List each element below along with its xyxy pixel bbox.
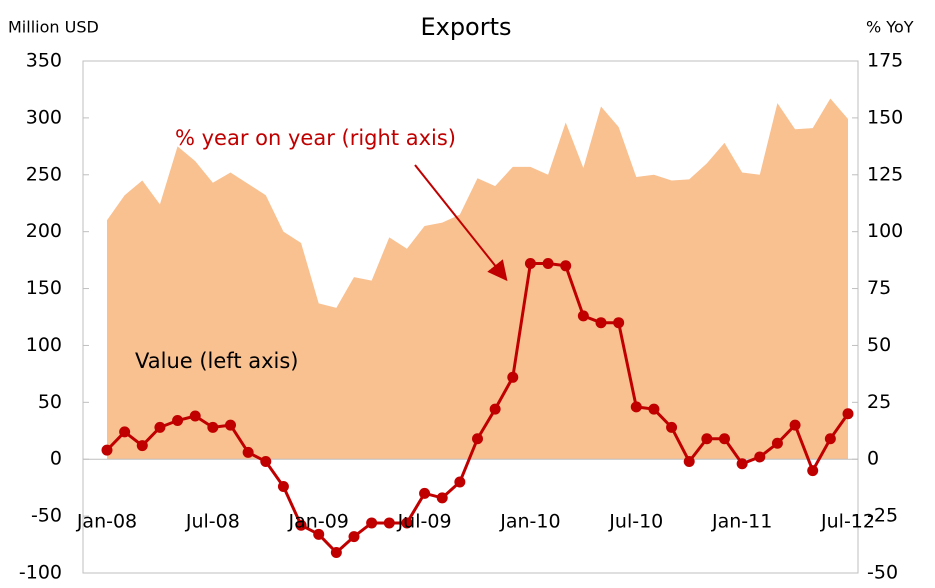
line-point <box>701 433 713 445</box>
y2-tick-label: -50 <box>867 562 898 584</box>
line-point <box>524 258 536 270</box>
line-point <box>119 426 131 438</box>
y-tick-label: 200 <box>26 220 62 242</box>
line-point <box>330 547 342 559</box>
line-point <box>277 481 289 493</box>
y2-tick-label: 150 <box>867 106 903 128</box>
line-point <box>789 419 801 431</box>
x-tick-label: Jan-08 <box>76 511 137 533</box>
line-point <box>542 258 554 270</box>
y-tick-label: 50 <box>38 391 62 413</box>
y2-tick-label: 25 <box>867 391 891 413</box>
y2-tick-label: 50 <box>867 334 891 356</box>
line-point <box>648 403 660 415</box>
line-point <box>595 317 607 329</box>
line-point <box>207 421 219 433</box>
y2-tick-label: 100 <box>867 220 903 242</box>
y-tick-label: -100 <box>19 562 62 584</box>
x-tick-label: Jul-12 <box>820 511 875 533</box>
line-point <box>807 465 819 477</box>
line-point <box>260 455 272 467</box>
y-tick-label: 150 <box>26 277 62 299</box>
x-tick-label: Jan-10 <box>499 511 560 533</box>
area-annotation: Value (left axis) <box>135 349 299 373</box>
line-point <box>719 433 730 445</box>
line-point <box>189 410 201 422</box>
line-point <box>101 444 113 456</box>
line-point <box>401 517 413 529</box>
y-tick-label: 300 <box>26 106 62 128</box>
y-tick-label: 0 <box>50 448 62 470</box>
line-point <box>295 519 307 531</box>
x-tick-label: Jul-10 <box>608 511 663 533</box>
line-point <box>242 446 254 458</box>
line-point <box>366 517 378 529</box>
line-point <box>771 437 783 449</box>
line-point <box>842 408 854 420</box>
area <box>107 98 848 460</box>
y-axis-label: Million USD <box>8 18 99 37</box>
line-point <box>472 433 483 445</box>
chart-title: Exports <box>420 13 511 41</box>
y-tick-label: 100 <box>26 334 62 356</box>
line-point <box>172 415 184 427</box>
line-point <box>754 451 766 463</box>
y2-tick-label: 175 <box>867 50 903 72</box>
line-point <box>683 455 695 467</box>
line-point <box>577 310 589 322</box>
line-point <box>225 419 236 431</box>
y2-tick-label: -25 <box>867 505 898 527</box>
line-point <box>489 403 501 415</box>
line-point <box>666 421 678 433</box>
x-tick-label: Jul-09 <box>397 511 452 533</box>
plot-frame <box>82 60 859 574</box>
annotation-arrow <box>414 164 508 282</box>
line-point <box>630 401 642 413</box>
y2-tick-label: 0 <box>867 448 879 470</box>
line-point <box>348 531 360 543</box>
y-tick-label: 250 <box>26 163 62 185</box>
x-tick-label: Jul-08 <box>185 511 240 533</box>
y-tick-label: -50 <box>31 505 62 527</box>
line-point <box>313 528 325 540</box>
plot <box>83 98 858 559</box>
line-point <box>436 492 448 504</box>
line-point <box>560 260 572 272</box>
line-point <box>507 371 519 383</box>
y-tick-label: 350 <box>26 50 62 72</box>
line-point <box>613 317 625 329</box>
x-tick-label: Jan-09 <box>288 511 349 533</box>
line-point <box>736 458 748 470</box>
y2-axis-label: % YoY <box>866 18 914 37</box>
line-point <box>383 517 395 529</box>
y2-tick-label: 125 <box>867 163 903 185</box>
line-point <box>154 421 166 433</box>
x-tick-label: Jan-11 <box>711 511 772 533</box>
line-point <box>136 440 148 452</box>
y2-tick-label: 75 <box>867 277 891 299</box>
line-point <box>824 433 836 445</box>
line-point <box>454 476 466 488</box>
line-annotation: % year on year (right axis) <box>175 126 456 150</box>
line-point <box>419 487 431 499</box>
